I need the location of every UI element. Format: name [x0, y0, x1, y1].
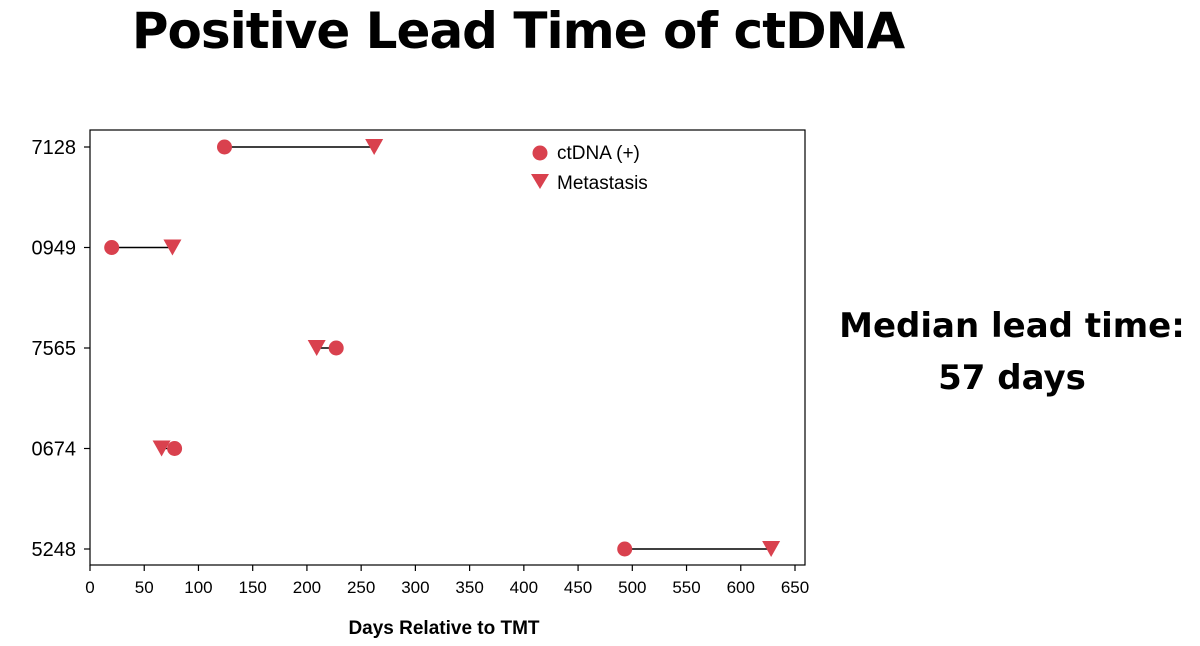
- median-lead-time-note: Median lead time: 57 days: [826, 300, 1198, 404]
- x-tick-label: 0: [85, 578, 94, 597]
- y-tick-label: 0949: [32, 238, 77, 260]
- x-tick-label: 550: [672, 578, 700, 597]
- y-tick-label: 0674: [32, 439, 77, 461]
- median-lead-time-label: Median lead time:: [839, 306, 1185, 346]
- metastasis-point: [152, 440, 171, 457]
- ctdna-positive-point: [328, 340, 344, 356]
- lead-time-chart: 7128 0949 7565 0674 5248 0 50 100 150 200 250 300 3…: [32, 129, 809, 639]
- x-tick-label: 150: [239, 578, 267, 597]
- x-tick-label: 400: [510, 578, 538, 597]
- y-tick-label: 5248: [32, 539, 77, 561]
- x-tick-label: 100: [184, 578, 212, 597]
- metastasis-point: [365, 139, 384, 155]
- y-tick-label: 7565: [32, 338, 77, 360]
- legend: ctDNA (+) Metastasis: [531, 143, 648, 194]
- ctdna-positive-point: [617, 541, 633, 557]
- x-tick-label: 250: [347, 578, 375, 597]
- x-tick-label: 450: [564, 578, 592, 597]
- x-tick-label: 500: [618, 578, 646, 597]
- x-tick-label: 300: [401, 578, 429, 597]
- x-tick-label: 50: [135, 578, 154, 597]
- ctdna-positive-point: [104, 240, 120, 255]
- x-axis-label: Days Relative to TMT: [348, 618, 539, 639]
- y-tick-label: 7128: [32, 137, 77, 159]
- plot-frame: [89, 129, 806, 566]
- metastasis-point: [163, 239, 182, 256]
- legend-circle-marker: [532, 145, 548, 161]
- x-tick-label: 350: [455, 578, 483, 597]
- ctdna-positive-point: [167, 441, 183, 456]
- x-tick-label: 600: [727, 578, 755, 597]
- median-lead-time-value: 57 days: [938, 358, 1086, 398]
- metastasis-point: [762, 541, 781, 557]
- x-tick-label: 650: [781, 578, 809, 597]
- slide-title: Positive Lead Time of ctDNA: [131, 2, 905, 60]
- ctdna-positive-point: [216, 139, 232, 155]
- legend-triangle-marker: [531, 174, 549, 189]
- metastasis-point: [307, 340, 326, 356]
- legend-label-ctdna: ctDNA (+): [557, 143, 640, 164]
- x-tick-label: 200: [293, 578, 321, 597]
- legend-label-metastasis: Metastasis: [557, 173, 648, 194]
